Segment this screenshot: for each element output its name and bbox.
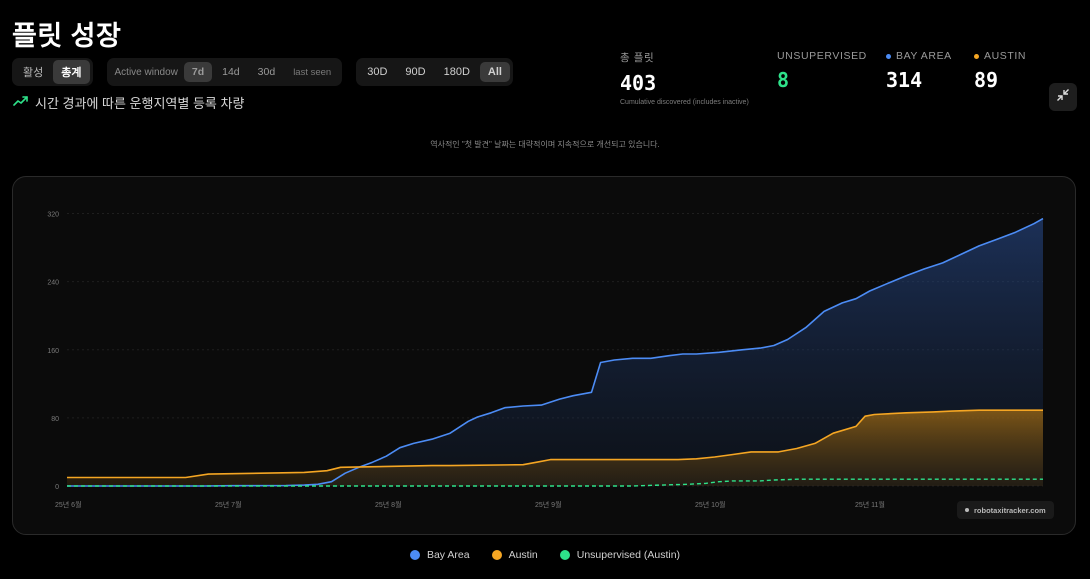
y-tick-label: 0 <box>55 484 59 491</box>
legend-dot-austin <box>491 550 502 560</box>
stat-austin-label-text: AUSTIN <box>984 50 1027 62</box>
window-selector: Active window 7d 14d 30d last seen <box>106 58 343 86</box>
trending-up-icon <box>13 95 29 110</box>
fleet-growth-chart: 0 80 160 240 320 25년 6월 25년 7월 25년 8월 25년 9월 25년 … <box>47 212 1044 509</box>
watermark[interactable]: robotaxitracker.com <box>957 501 1054 519</box>
bay-area-dot <box>886 53 891 59</box>
collapse-button[interactable] <box>1049 83 1077 111</box>
legend-item-austin[interactable]: Austin <box>491 549 538 561</box>
stat-unsupervised: UNSUPERVISED 8 <box>777 50 867 92</box>
y-tick-label: 160 <box>47 348 59 355</box>
x-tick-label: 25년 9월 <box>535 500 562 509</box>
chart-panel: 0 80 160 240 320 25년 6월 25년 7월 25년 8월 25년 9월 25년 … <box>12 176 1076 535</box>
period-30d[interactable]: 30D <box>367 66 388 78</box>
stat-unsupervised-value: 8 <box>777 68 790 92</box>
subtitle-text: 시간 경과에 따른 운행지역별 등록 차량 <box>35 96 245 111</box>
stat-unsupervised-label: UNSUPERVISED <box>777 50 867 62</box>
stat-austin-value: 89 <box>974 68 999 92</box>
stat-austin-label: AUSTIN <box>974 50 1026 62</box>
stat-bay-area-label: BAY AREA <box>886 50 952 62</box>
window-7d[interactable]: 7d <box>183 62 213 82</box>
stat-total: 총 플릿 403 Cumulative discovered (includes… <box>620 50 749 106</box>
watermark-dot <box>965 508 969 512</box>
stat-bay-area-value: 314 <box>886 68 923 92</box>
window-14d[interactable]: 14d <box>222 66 240 78</box>
legend-item-bay-area[interactable]: Bay Area <box>409 549 470 561</box>
stat-total-note: Cumulative discovered (includes inactive… <box>620 99 749 106</box>
x-tick-label: 25년 6월 <box>55 500 82 509</box>
watermark-text: robotaxitracker.com <box>974 505 1046 515</box>
toggle-total[interactable]: 총계 <box>53 60 90 84</box>
y-tick-label: 320 <box>47 212 59 219</box>
x-tick-label: 25년 10월 <box>695 500 725 509</box>
window-last-seen[interactable]: last seen <box>293 66 332 78</box>
legend-label-unsupervised: Unsupervised (Austin) <box>576 549 681 561</box>
bay-area-fill <box>67 218 1043 486</box>
window-label: Active window <box>114 66 178 78</box>
legend-label-bay-area: Bay Area <box>426 549 470 561</box>
x-tick-label: 25년 7월 <box>215 500 242 509</box>
austin-fill <box>67 410 1043 486</box>
period-90d[interactable]: 90D <box>405 66 426 78</box>
unsupervised-line <box>67 478 1043 487</box>
window-30d[interactable]: 30d <box>257 66 276 78</box>
period-selector: 30D 90D 180D All <box>356 58 513 86</box>
stat-bay-area: BAY AREA 314 <box>886 50 952 92</box>
stat-austin: AUSTIN 89 <box>974 50 1026 92</box>
view-toggle: 활성 총계 <box>12 58 93 86</box>
austin-line <box>67 409 1043 479</box>
chart-subtitle: 시간 경과에 따른 운행지역별 등록 차량 <box>13 93 244 112</box>
x-tick-label: 25년 11월 <box>855 500 885 509</box>
x-tick-label: 25년 8월 <box>375 500 402 509</box>
toggle-active[interactable]: 활성 <box>23 67 44 79</box>
legend-dot-bay-area <box>409 550 420 560</box>
y-tick-label: 240 <box>47 280 59 287</box>
bay-area-line <box>67 217 1044 487</box>
y-tick-label: 80 <box>51 416 59 423</box>
period-180d[interactable]: 180D <box>443 66 470 78</box>
stat-total-label: 총 플릿 <box>620 52 655 64</box>
stat-bay-area-label-text: BAY AREA <box>896 50 952 62</box>
page-title: 플릿 성장 <box>12 21 122 51</box>
austin-dot <box>974 53 979 59</box>
collapse-icon <box>1056 88 1070 107</box>
chart-legend: Bay Area Austin Unsupervised (Austin) <box>0 549 1090 561</box>
legend-label-austin: Austin <box>508 549 538 561</box>
stat-total-value: 403 <box>620 71 657 95</box>
legend-item-unsupervised[interactable]: Unsupervised (Austin) <box>559 549 681 561</box>
legend-dot-unsupervised <box>559 550 570 560</box>
controls-bar: 활성 총계 Active window 7d 14d 30d last seen… <box>12 58 513 86</box>
data-note: 역사적인 "첫 발견" 날짜는 대략적이며 지속적으로 개선되고 있습니다. <box>430 140 660 149</box>
period-all[interactable]: All <box>479 62 510 82</box>
